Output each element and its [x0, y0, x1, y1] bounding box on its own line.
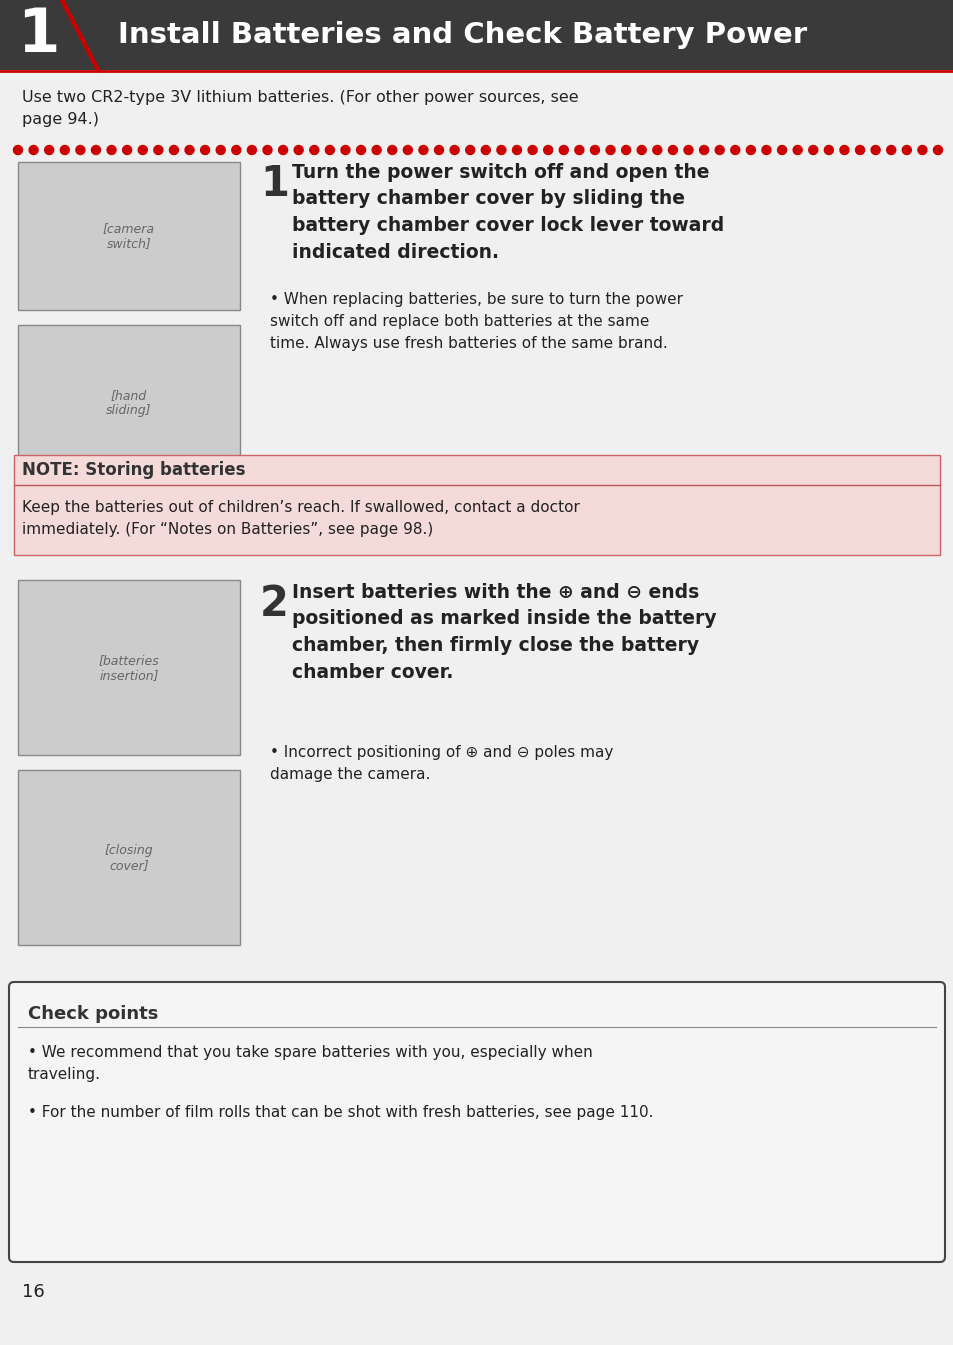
Circle shape: [621, 145, 630, 155]
Circle shape: [481, 145, 490, 155]
Circle shape: [512, 145, 521, 155]
Circle shape: [450, 145, 458, 155]
Circle shape: [418, 145, 428, 155]
Text: Insert batteries with the ⊕ and ⊖ ends
positioned as marked inside the battery
c: Insert batteries with the ⊕ and ⊖ ends p…: [292, 582, 716, 682]
Circle shape: [325, 145, 334, 155]
Circle shape: [45, 145, 53, 155]
Circle shape: [232, 145, 240, 155]
Circle shape: [247, 145, 256, 155]
Circle shape: [278, 145, 287, 155]
Circle shape: [76, 145, 85, 155]
Text: Check points: Check points: [28, 1005, 158, 1024]
Circle shape: [792, 145, 801, 155]
Circle shape: [605, 145, 615, 155]
Circle shape: [902, 145, 910, 155]
Circle shape: [310, 145, 318, 155]
Circle shape: [29, 145, 38, 155]
Circle shape: [870, 145, 880, 155]
Circle shape: [294, 145, 303, 155]
Text: Use two CR2-type 3V lithium batteries. (For other power sources, see
page 94.): Use two CR2-type 3V lithium batteries. (…: [22, 90, 578, 128]
Circle shape: [839, 145, 848, 155]
Circle shape: [387, 145, 396, 155]
Bar: [14, 455, 939, 555]
Circle shape: [216, 145, 225, 155]
Text: [hand
sliding]: [hand sliding]: [106, 389, 152, 417]
Text: • When replacing batteries, be sure to turn the power
switch off and replace bot: • When replacing batteries, be sure to t…: [270, 292, 682, 351]
Circle shape: [823, 145, 833, 155]
Circle shape: [652, 145, 661, 155]
Circle shape: [761, 145, 770, 155]
Text: Keep the batteries out of children’s reach. If swallowed, contact a doctor
immed: Keep the batteries out of children’s rea…: [22, 500, 579, 537]
Bar: [18, 161, 240, 309]
Circle shape: [528, 145, 537, 155]
Bar: [18, 769, 240, 946]
Circle shape: [917, 145, 926, 155]
Circle shape: [543, 145, 552, 155]
Text: [closing
cover]: [closing cover]: [105, 845, 153, 872]
Circle shape: [434, 145, 443, 155]
Circle shape: [575, 145, 583, 155]
Text: • For the number of film rolls that can be shot with fresh batteries, see page 1: • For the number of film rolls that can …: [28, 1106, 653, 1120]
Circle shape: [263, 145, 272, 155]
Circle shape: [356, 145, 365, 155]
Bar: [18, 325, 240, 480]
FancyBboxPatch shape: [9, 982, 944, 1262]
Circle shape: [465, 145, 475, 155]
Circle shape: [153, 145, 163, 155]
Circle shape: [637, 145, 645, 155]
Circle shape: [497, 145, 505, 155]
Circle shape: [885, 145, 895, 155]
Circle shape: [808, 145, 817, 155]
Circle shape: [668, 145, 677, 155]
Text: [batteries
insertion]: [batteries insertion]: [98, 654, 159, 682]
Circle shape: [558, 145, 568, 155]
Circle shape: [200, 145, 210, 155]
Text: [camera
switch]: [camera switch]: [103, 222, 154, 250]
Circle shape: [730, 145, 739, 155]
Text: NOTE: Storing batteries: NOTE: Storing batteries: [22, 461, 245, 479]
Text: Install Batteries and Check Battery Power: Install Batteries and Check Battery Powe…: [118, 22, 806, 48]
Circle shape: [933, 145, 942, 155]
Circle shape: [107, 145, 116, 155]
Text: • We recommend that you take spare batteries with you, especially when
traveling: • We recommend that you take spare batte…: [28, 1045, 592, 1083]
Circle shape: [372, 145, 381, 155]
Text: • Incorrect positioning of ⊕ and ⊖ poles may
damage the camera.: • Incorrect positioning of ⊕ and ⊖ poles…: [270, 745, 613, 783]
Circle shape: [91, 145, 100, 155]
Circle shape: [123, 145, 132, 155]
Circle shape: [13, 145, 23, 155]
Circle shape: [699, 145, 708, 155]
Text: 16: 16: [22, 1283, 45, 1301]
Circle shape: [403, 145, 412, 155]
Bar: [0, 0, 953, 70]
Circle shape: [590, 145, 598, 155]
Circle shape: [138, 145, 147, 155]
Circle shape: [170, 145, 178, 155]
Text: 1: 1: [260, 163, 289, 204]
Circle shape: [777, 145, 785, 155]
Bar: [18, 580, 240, 755]
Text: 1: 1: [17, 5, 59, 65]
Circle shape: [855, 145, 863, 155]
Circle shape: [185, 145, 193, 155]
Text: Turn the power switch off and open the
battery chamber cover by sliding the
batt: Turn the power switch off and open the b…: [292, 163, 723, 261]
Circle shape: [745, 145, 755, 155]
Circle shape: [340, 145, 350, 155]
Circle shape: [683, 145, 692, 155]
Text: 2: 2: [260, 582, 289, 625]
Circle shape: [60, 145, 70, 155]
Circle shape: [715, 145, 723, 155]
